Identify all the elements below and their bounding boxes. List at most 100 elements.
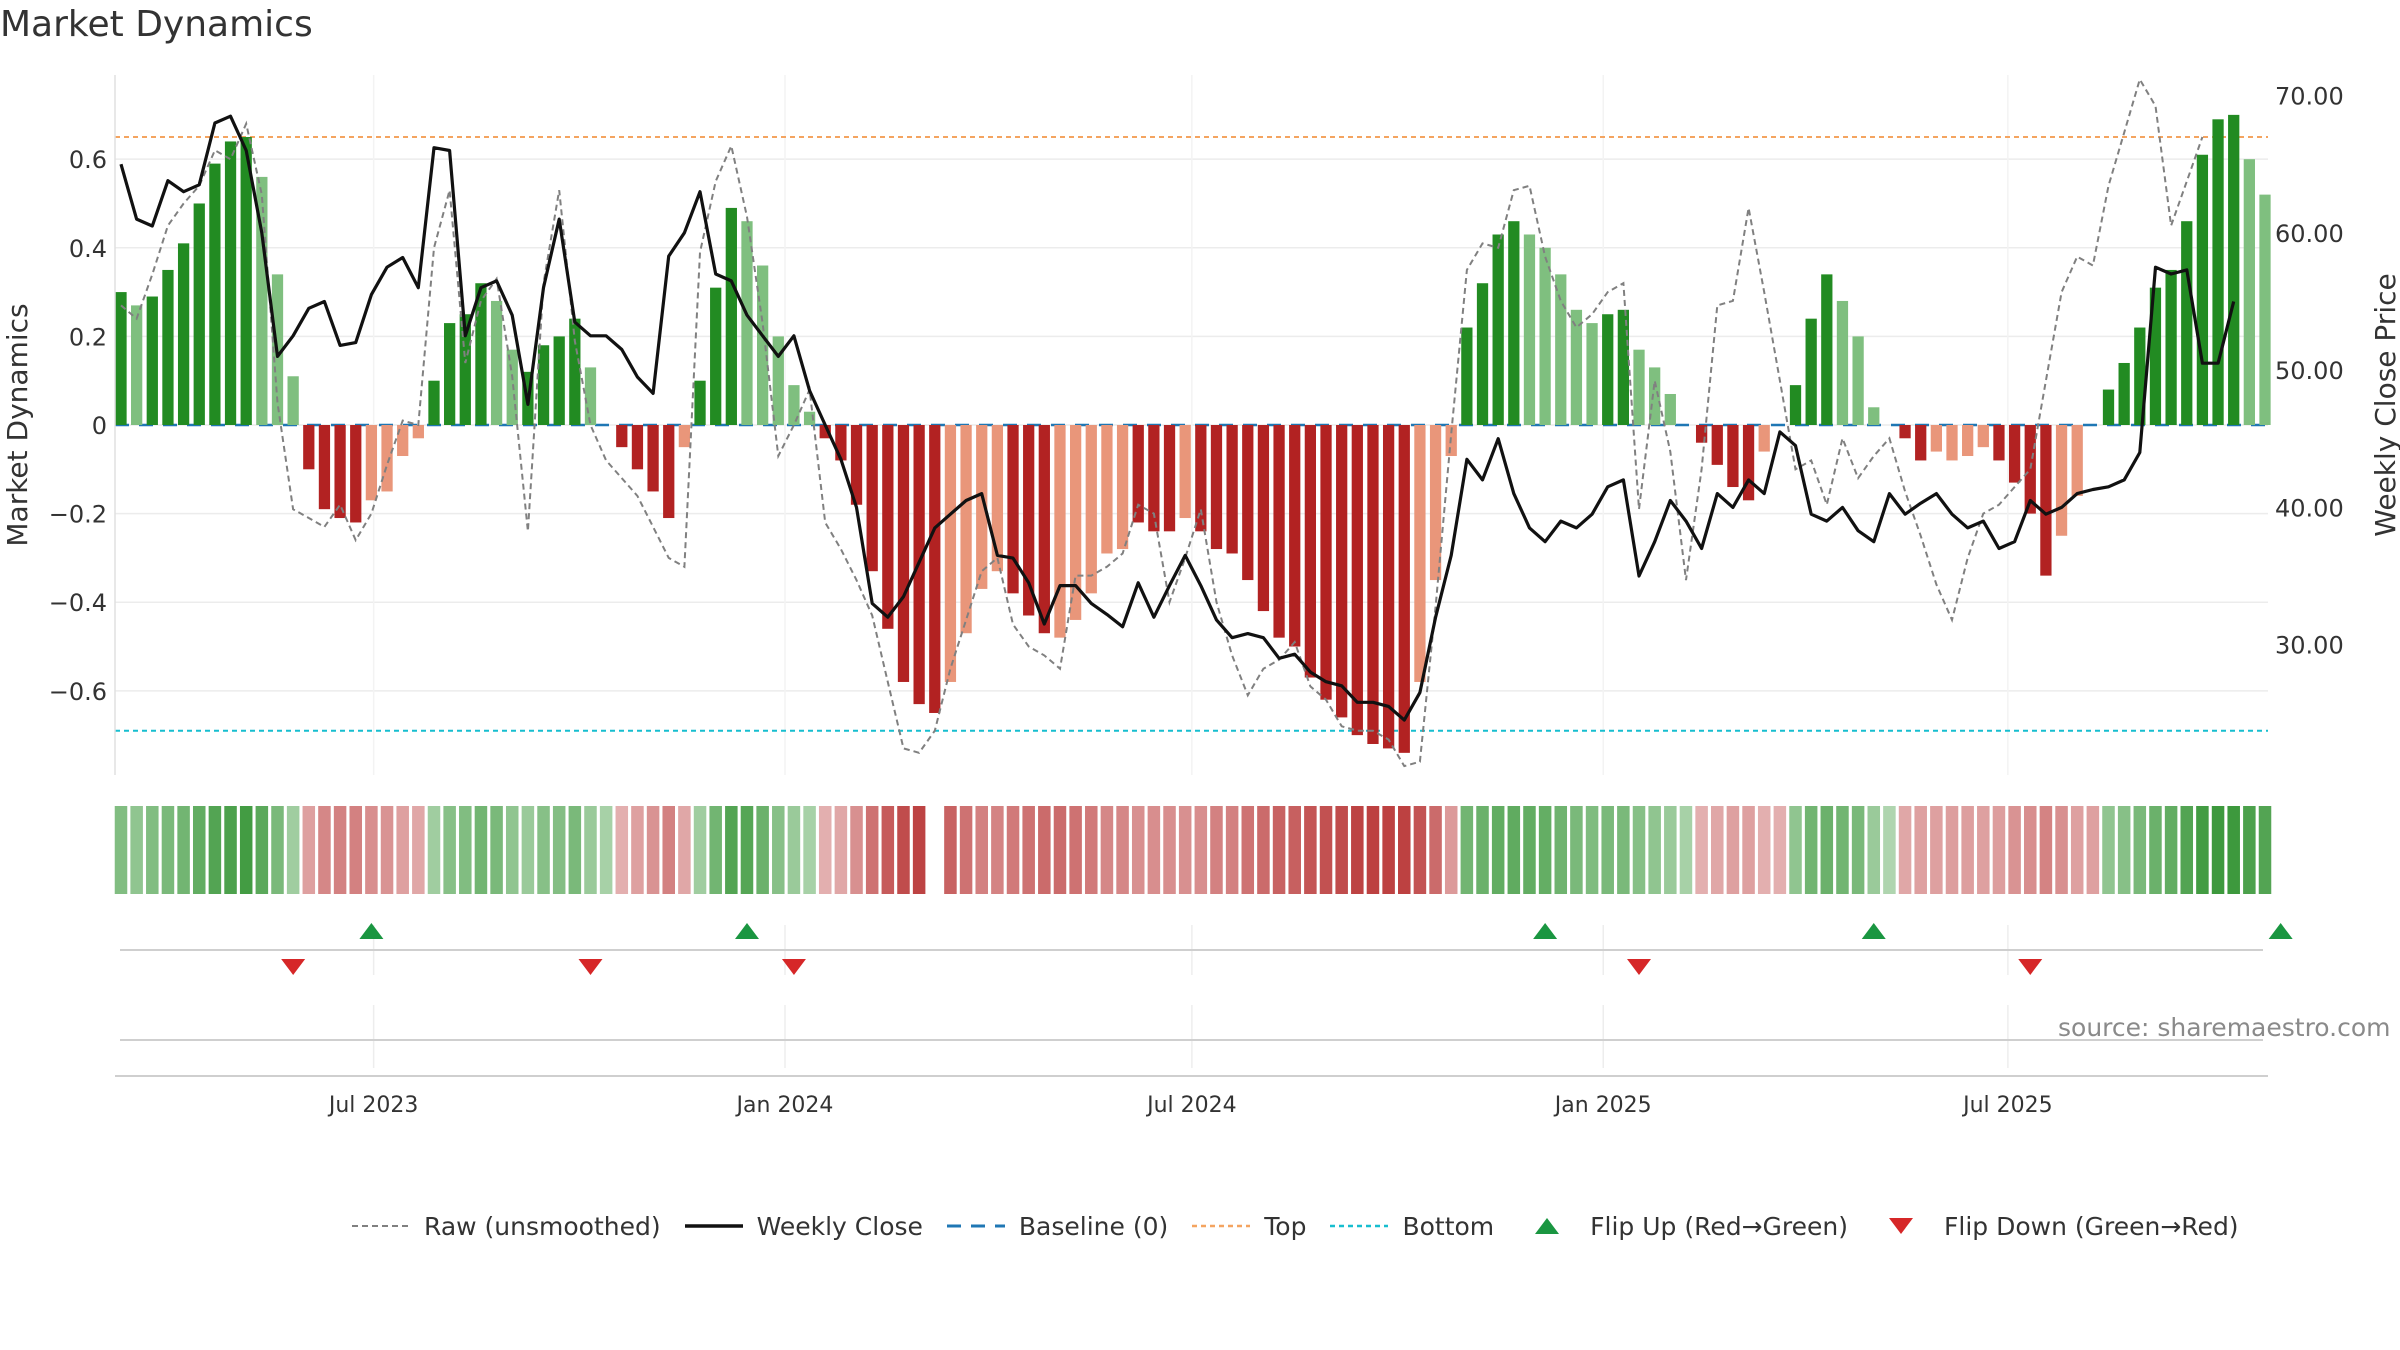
dynamics-bar xyxy=(1649,367,1661,425)
dynamics-bar xyxy=(584,367,597,425)
flip-down-marker xyxy=(578,959,603,975)
dynamics-bar xyxy=(1915,425,1927,461)
raw-unsmoothed-line xyxy=(120,76,2204,768)
regime-cell xyxy=(975,806,988,894)
regime-cell xyxy=(1131,806,1145,894)
regime-cell xyxy=(255,806,269,894)
legend-label: Flip Down (Green→Red) xyxy=(1944,1211,2239,1241)
regime-cell xyxy=(1178,806,1192,894)
regime-cell xyxy=(881,806,895,894)
regime-cell xyxy=(146,806,159,894)
dynamics-bar xyxy=(1962,425,1974,457)
regime-cell xyxy=(803,806,816,894)
regime-cell xyxy=(552,806,566,894)
green-triangle-up-icon xyxy=(1535,1218,1560,1234)
dynamics-bar xyxy=(1116,425,1129,550)
dynamics-bar xyxy=(991,425,1004,572)
flip-up-marker xyxy=(1533,923,1558,939)
regime-cell xyxy=(1398,806,1411,894)
regime-cell xyxy=(1664,806,1677,894)
regime-cell xyxy=(1601,806,1614,894)
dynamics-bar xyxy=(741,221,753,425)
regime-cell xyxy=(2039,806,2053,894)
regime-cell xyxy=(2196,806,2209,894)
dynamics-bar xyxy=(1132,425,1144,523)
dynamics-bar xyxy=(115,292,127,425)
legend-item-flip-up: Flip Up (Red→Green) xyxy=(1518,1212,1848,1241)
dynamics-bar xyxy=(1023,425,1035,616)
legend-item-close: Weekly Close xyxy=(684,1212,923,1241)
dynamics-bar xyxy=(1633,349,1645,425)
dynamics-bar xyxy=(2040,425,2052,576)
dynamics-bar xyxy=(553,336,565,425)
regime-cell xyxy=(725,806,738,894)
regime-cell xyxy=(412,806,425,894)
regime-cell xyxy=(787,806,801,894)
regime-cell xyxy=(1006,806,1020,894)
regime-cell xyxy=(2102,806,2115,894)
dynamics-bar xyxy=(1695,425,1708,443)
dynamics-bar xyxy=(177,243,190,425)
dynamics-bar xyxy=(1304,425,1317,678)
dynamics-bar xyxy=(1038,425,1050,634)
x-tick-label: Jan 2025 xyxy=(1553,1093,1652,1118)
regime-cell xyxy=(740,806,754,894)
regime-cell xyxy=(2086,806,2100,894)
dynamics-bar xyxy=(459,314,471,425)
regime-cell xyxy=(2070,806,2084,894)
regime-cell xyxy=(2258,806,2272,894)
y-tick-label: −0.2 xyxy=(49,501,107,529)
dynamics-bar xyxy=(1993,425,2005,461)
dynamics-bar xyxy=(1069,425,1082,620)
dynamics-bar xyxy=(490,300,503,425)
regime-cell xyxy=(521,806,535,894)
y-tick-label: −0.6 xyxy=(49,678,107,706)
dynamics-bar xyxy=(1492,234,1504,425)
regime-cell xyxy=(2227,806,2240,894)
dynamics-bar xyxy=(1257,425,1270,612)
regime-cell xyxy=(1679,806,1693,894)
regime-cell xyxy=(865,806,879,894)
dynamics-bar xyxy=(897,425,910,682)
y-tick-label: 0 xyxy=(92,412,107,440)
dynamics-bar xyxy=(428,380,440,425)
y2-tick-label: 60.00 xyxy=(2275,220,2344,248)
regime-cell xyxy=(991,806,1004,894)
regime-cell xyxy=(161,806,175,894)
dotted-orange-line-icon xyxy=(1192,1224,1251,1228)
regime-cell xyxy=(1069,806,1082,894)
dynamics-bar xyxy=(397,425,409,457)
dynamics-bar xyxy=(2243,159,2255,425)
regime-cell xyxy=(1210,806,1223,894)
dynamics-bar xyxy=(1586,323,1598,425)
regime-cell xyxy=(1491,806,1505,894)
y-tick-label: 0.6 xyxy=(69,146,107,174)
dynamics-bar xyxy=(146,296,158,425)
regime-cell xyxy=(2149,806,2162,894)
dynamics-bar xyxy=(1085,425,1097,594)
dynamics-bar xyxy=(1320,425,1332,700)
y-tick-label: 0.2 xyxy=(69,323,107,351)
regime-cell xyxy=(709,806,722,894)
red-triangle-down-icon xyxy=(1889,1218,1914,1234)
dynamics-bar xyxy=(303,425,315,470)
regime-cell xyxy=(1820,806,1834,894)
regime-cell xyxy=(1836,806,1849,894)
regime-cell xyxy=(443,806,456,894)
dynamics-bar xyxy=(1836,300,1849,425)
regime-cell xyxy=(1444,806,1458,894)
y2-tick-label: 40.00 xyxy=(2275,494,2344,522)
regime-cell xyxy=(1977,806,1990,894)
flip-markers-panel xyxy=(115,923,2293,1077)
dynamics-bar xyxy=(412,425,424,439)
dynamics-bar xyxy=(2055,425,2068,536)
dynamics-bar xyxy=(1868,407,1880,425)
dynamics-bar xyxy=(334,425,346,519)
regime-cell xyxy=(756,806,769,894)
regime-cell xyxy=(1460,806,1474,894)
regime-cell xyxy=(1053,806,1067,894)
regime-cell xyxy=(631,806,644,894)
dynamics-bar xyxy=(944,425,957,682)
regime-cell xyxy=(1476,806,1489,894)
dynamics-bar xyxy=(1758,425,1770,452)
